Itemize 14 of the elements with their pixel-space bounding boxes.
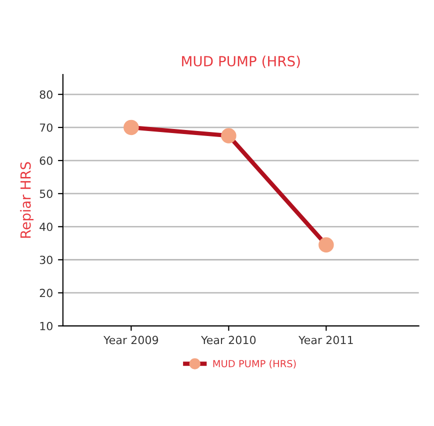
y-tick-label: 10: [40, 322, 52, 330]
y-tick-label: 60: [40, 156, 52, 165]
y-tick-label: 70: [40, 123, 52, 132]
y-axis-title: Repiar HRS: [20, 162, 34, 238]
x-tick-label: Year 2011: [298, 336, 353, 344]
y-tick-label: 80: [40, 90, 52, 99]
x-tick-label: Year 2010: [200, 336, 256, 344]
legend-label: MUD PUMP (HRS): [213, 360, 296, 368]
y-tick-label: 50: [40, 190, 52, 198]
chart-title: MUD PUMP (HRS): [182, 56, 300, 68]
y-tick-label: 20: [40, 288, 52, 298]
x-tick-label: Year 2009: [103, 336, 158, 344]
y-tick-label: 40: [40, 222, 52, 232]
y-tick-label: 30: [40, 256, 52, 264]
